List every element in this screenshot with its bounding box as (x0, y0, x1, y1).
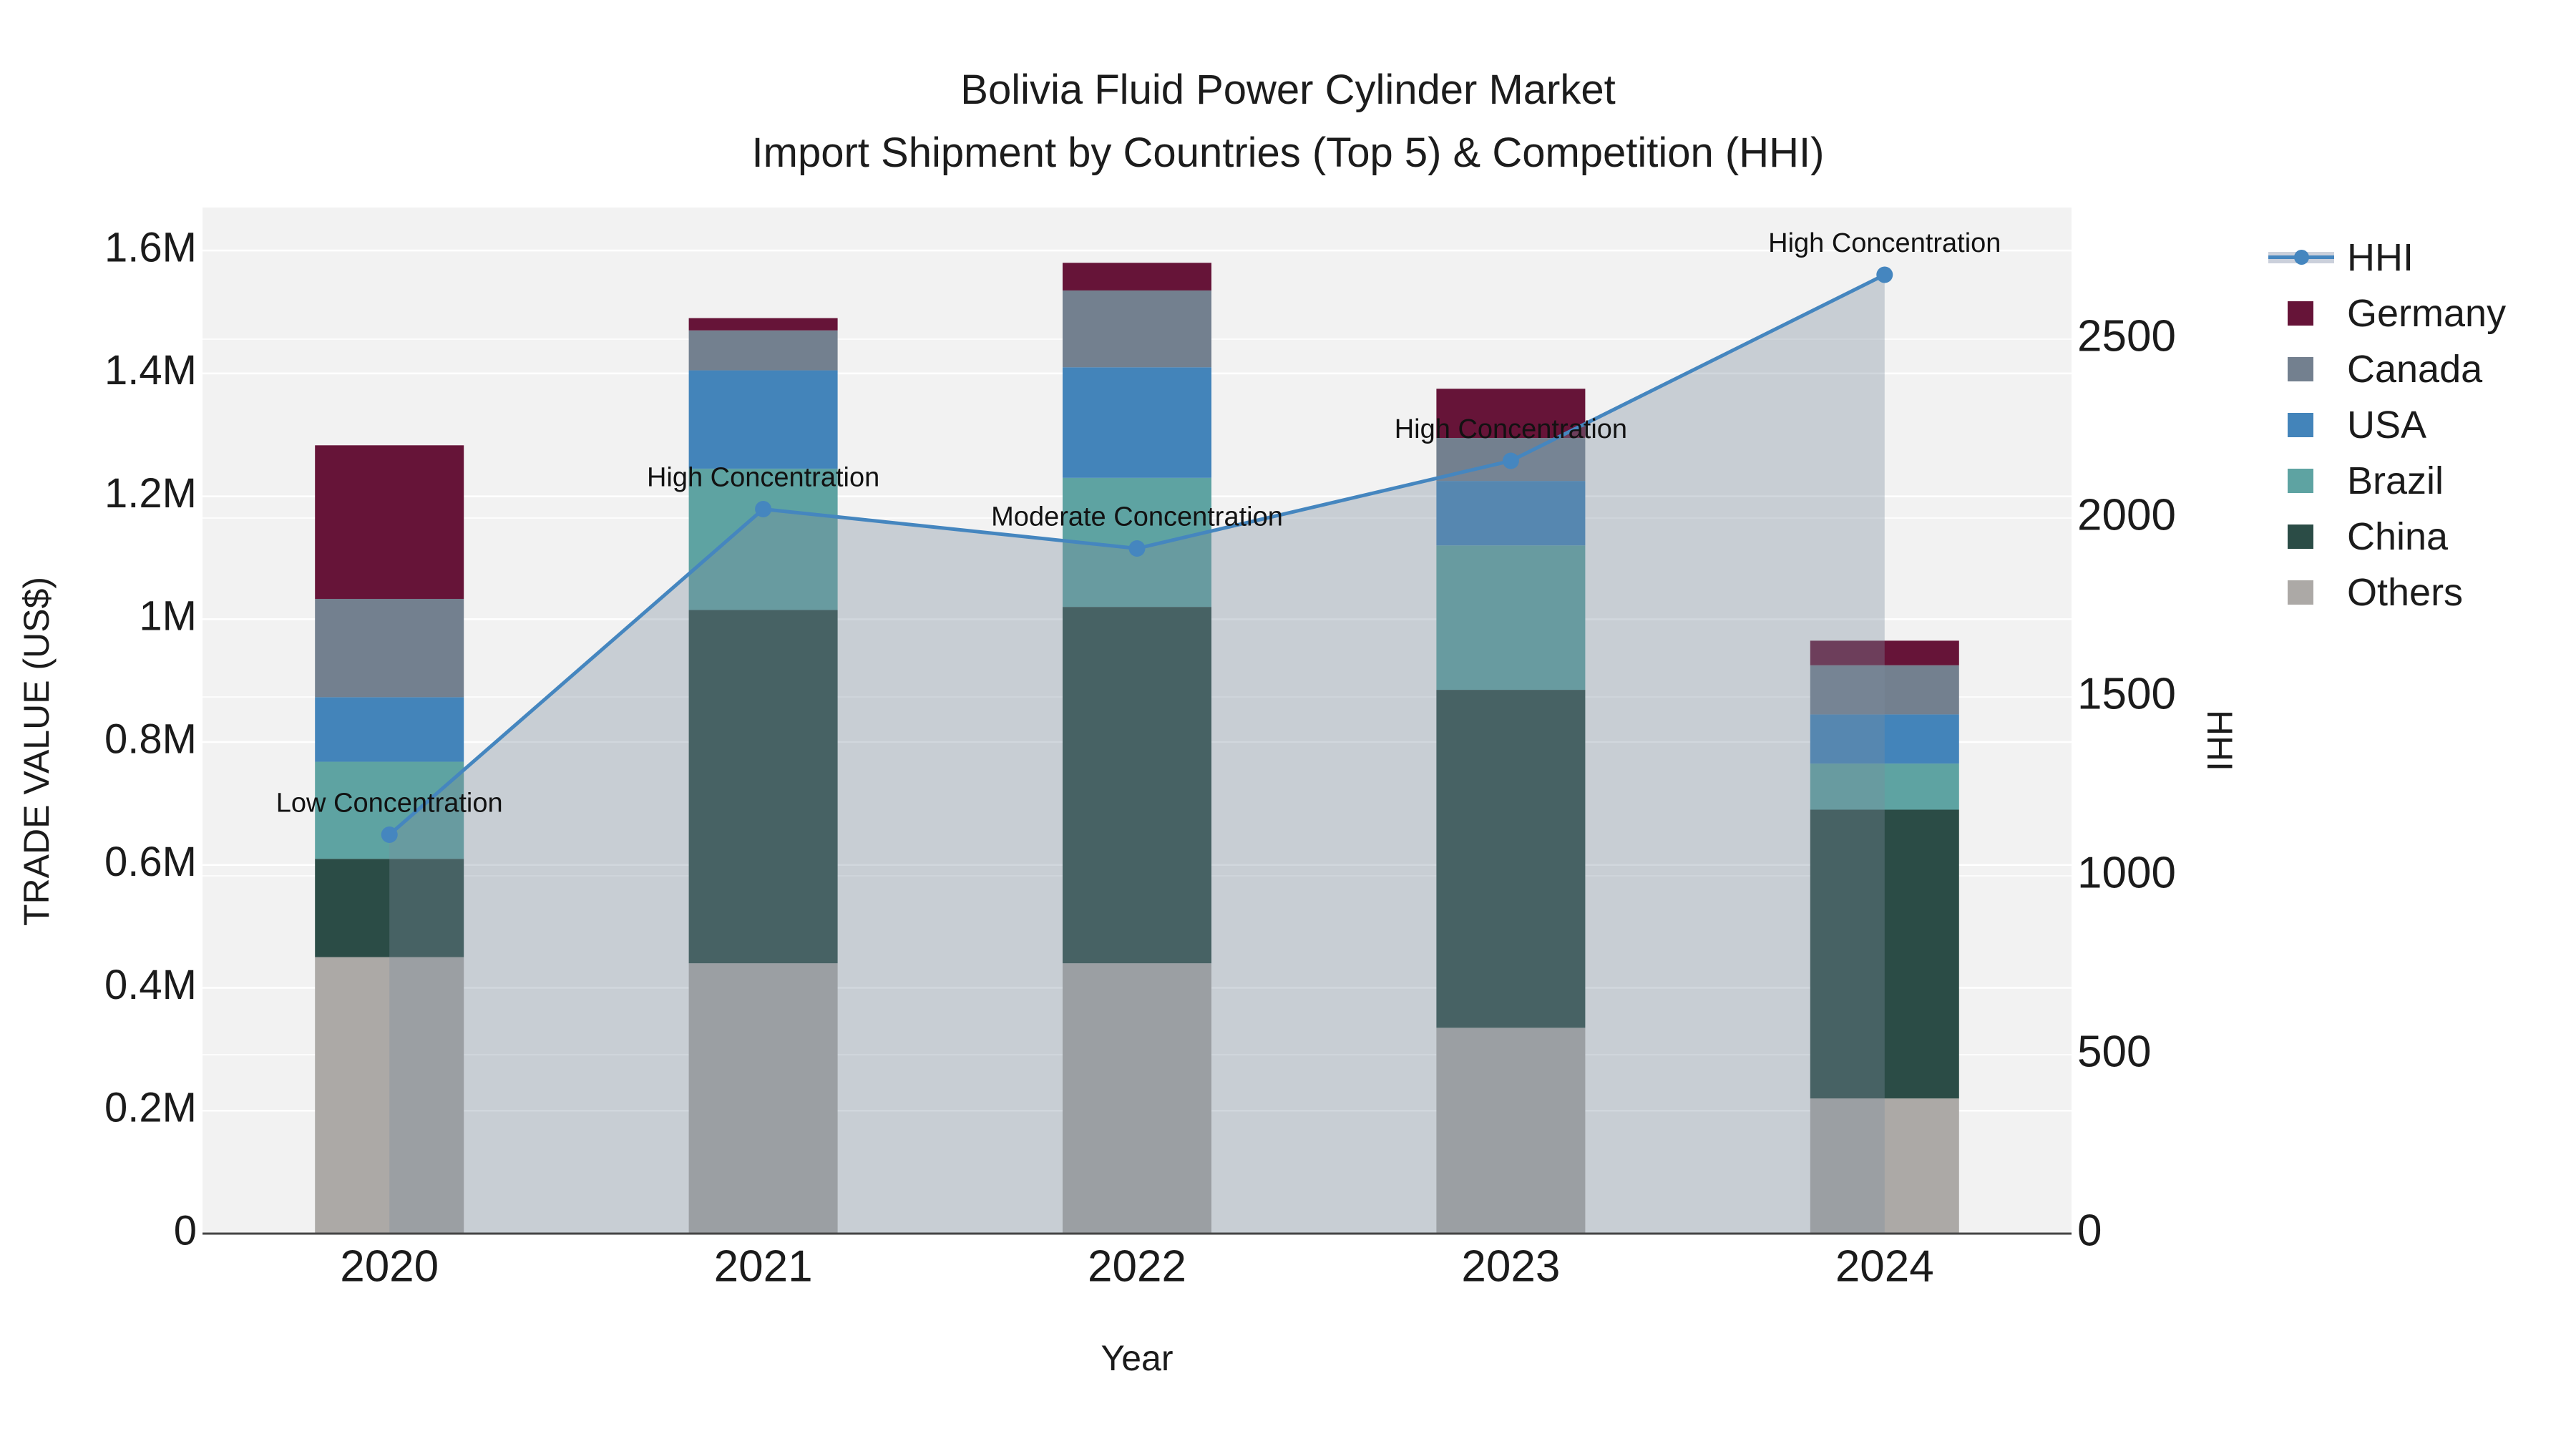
x-axis-title: Year (1101, 1338, 1173, 1378)
chart-title: Bolivia Fluid Power Cylinder Market (960, 67, 1616, 113)
bar-segment-usa-2022 (1063, 367, 1211, 478)
legend-item-canada[interactable]: Canada (2268, 345, 2506, 394)
bar-segment-china-2020 (315, 859, 464, 957)
bar-segment-others-2020 (315, 957, 464, 1234)
legend-label: USA (2347, 404, 2427, 447)
legend-item-hhi[interactable]: HHI (2268, 233, 2506, 282)
bar-segment-brazil-2021 (688, 468, 838, 610)
bar-segment-germany-2022 (1063, 263, 1211, 291)
y2-tick-label-1000: 1000 (2077, 848, 2176, 897)
usa-swatch-icon (2268, 401, 2334, 449)
others-color-icon (2288, 580, 2313, 605)
chart-subtitle: Import Shipment by Countries (Top 5) & C… (751, 130, 1825, 176)
y2-tick-label-2500: 2500 (2077, 311, 2176, 361)
y-axis-title: TRADE VALUE (US$) (16, 577, 57, 926)
x-tick-label-2023: 2023 (1461, 1241, 1560, 1291)
legend: HHI Germany Canada USA Brazil China Others (2268, 233, 2506, 617)
legend-item-brazil[interactable]: Brazil (2268, 457, 2506, 505)
bar-segment-china-2022 (1063, 607, 1211, 964)
y-tick-label-1.4M: 1.4M (104, 347, 197, 394)
bar-segment-canada-2020 (315, 598, 464, 698)
hhi-marker-2022 (1128, 540, 1146, 557)
x-tick-label-2021: 2021 (714, 1241, 813, 1291)
brazil-swatch-icon (2268, 457, 2334, 505)
bar-segment-germany-2020 (315, 445, 464, 599)
annotation-2022: Moderate Concentration (991, 502, 1283, 532)
legend-item-usa[interactable]: USA (2268, 401, 2506, 449)
y2-tick-label-500: 500 (2077, 1027, 2151, 1076)
y-tick-label-1.2M: 1.2M (104, 470, 197, 517)
bar-segment-canada-2022 (1063, 290, 1211, 368)
y-tick-label-0.4M: 0.4M (104, 962, 197, 1008)
annotation-2020: Low Concentration (276, 789, 503, 819)
annotation-2024: High Concentration (1768, 228, 2001, 258)
hhi-marker-2024 (1876, 266, 1893, 283)
y2-tick-label-2000: 2000 (2077, 490, 2176, 540)
legend-item-china[interactable]: China (2268, 512, 2506, 561)
legend-label: Canada (2347, 348, 2483, 391)
bar-segment-brazil-2024 (1810, 763, 1959, 810)
hhi-marker-icon (2294, 250, 2309, 265)
bar-segment-usa-2020 (315, 697, 464, 762)
x-tick-label-2020: 2020 (340, 1241, 439, 1291)
canada-color-icon (2288, 357, 2313, 381)
bar-segment-canada-2021 (688, 330, 838, 371)
bar-segment-china-2024 (1810, 809, 1959, 1099)
y-tick-label-0.6M: 0.6M (104, 839, 197, 885)
bar-segment-usa-2024 (1810, 714, 1959, 764)
bar-segment-germany-2024 (1810, 640, 1959, 665)
annotation-2023: High Concentration (1395, 414, 1627, 444)
china-color-icon (2288, 525, 2313, 549)
legend-label: Germany (2347, 292, 2507, 335)
bar-segment-china-2023 (1436, 690, 1586, 1028)
brazil-color-icon (2288, 469, 2313, 493)
hhi-line-swatch-icon (2268, 233, 2334, 282)
y-tick-label-0: 0 (174, 1207, 197, 1254)
legend-item-others[interactable]: Others (2268, 568, 2506, 617)
bar-segment-germany-2023 (1436, 389, 1586, 439)
bar-segment-canada-2024 (1810, 665, 1959, 715)
hhi-marker-2023 (1502, 452, 1519, 469)
legend-item-germany[interactable]: Germany (2268, 289, 2506, 338)
legend-label: Others (2347, 571, 2464, 614)
legend-label: China (2347, 515, 2449, 558)
x-tick-label-2022: 2022 (1088, 1241, 1186, 1291)
bar-segment-others-2023 (1436, 1028, 1586, 1234)
y2-axis-title: HHI (2200, 710, 2240, 771)
annotation-2021: High Concentration (647, 463, 879, 493)
bar-segment-germany-2021 (688, 318, 838, 331)
china-swatch-icon (2268, 512, 2334, 561)
bar-segment-others-2021 (688, 963, 838, 1234)
legend-label: HHI (2347, 236, 2414, 279)
germany-swatch-icon (2268, 289, 2334, 338)
y2-tick-label-0: 0 (2077, 1206, 2102, 1255)
others-swatch-icon (2268, 568, 2334, 617)
y2-tick-label-1500: 1500 (2077, 669, 2176, 718)
bar-segment-usa-2021 (688, 370, 838, 469)
bar-segment-china-2021 (688, 610, 838, 964)
y-tick-label-1.6M: 1.6M (104, 224, 197, 270)
legend-label: Brazil (2347, 459, 2444, 502)
y-tick-label-0.8M: 0.8M (104, 716, 197, 762)
y-tick-label-0.2M: 0.2M (104, 1085, 197, 1131)
germany-color-icon (2288, 301, 2313, 326)
hhi-marker-2020 (381, 826, 398, 843)
x-axis-line (203, 1232, 2072, 1235)
usa-color-icon (2288, 413, 2313, 437)
hhi-marker-2021 (755, 501, 772, 517)
bar-segment-usa-2023 (1436, 481, 1586, 546)
canada-swatch-icon (2268, 345, 2334, 394)
bar-segment-others-2024 (1810, 1098, 1959, 1234)
bar-segment-brazil-2023 (1436, 545, 1586, 691)
x-tick-label-2024: 2024 (1835, 1241, 1934, 1291)
bar-segment-others-2022 (1063, 963, 1211, 1234)
y-tick-label-1M: 1M (139, 593, 197, 640)
